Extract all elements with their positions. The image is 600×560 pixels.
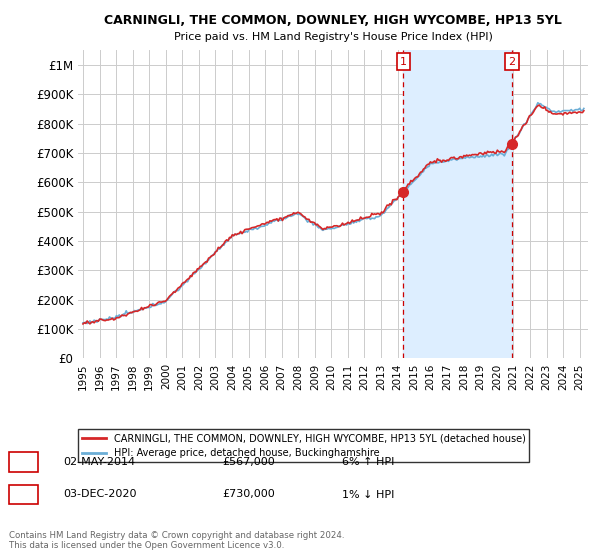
Text: CARNINGLI, THE COMMON, DOWNLEY, HIGH WYCOMBE, HP13 5YL: CARNINGLI, THE COMMON, DOWNLEY, HIGH WYC… bbox=[104, 14, 562, 27]
Bar bbox=[403, 50, 512, 358]
Text: 1% ↓ HPI: 1% ↓ HPI bbox=[342, 489, 394, 500]
Text: 1: 1 bbox=[400, 57, 407, 67]
Text: 2: 2 bbox=[509, 57, 516, 67]
Text: 03-DEC-2020: 03-DEC-2020 bbox=[63, 489, 137, 500]
Text: 6% ↑ HPI: 6% ↑ HPI bbox=[342, 457, 394, 467]
Legend: CARNINGLI, THE COMMON, DOWNLEY, HIGH WYCOMBE, HP13 5YL (detached house), HPI: Av: CARNINGLI, THE COMMON, DOWNLEY, HIGH WYC… bbox=[78, 430, 529, 462]
Text: £730,000: £730,000 bbox=[222, 489, 275, 500]
Text: 2: 2 bbox=[20, 489, 27, 500]
Text: Price paid vs. HM Land Registry's House Price Index (HPI): Price paid vs. HM Land Registry's House … bbox=[173, 32, 493, 42]
Text: 1: 1 bbox=[20, 457, 27, 467]
Text: £567,000: £567,000 bbox=[222, 457, 275, 467]
Text: 02-MAY-2014: 02-MAY-2014 bbox=[63, 457, 135, 467]
Text: Contains HM Land Registry data © Crown copyright and database right 2024.
This d: Contains HM Land Registry data © Crown c… bbox=[9, 530, 344, 550]
